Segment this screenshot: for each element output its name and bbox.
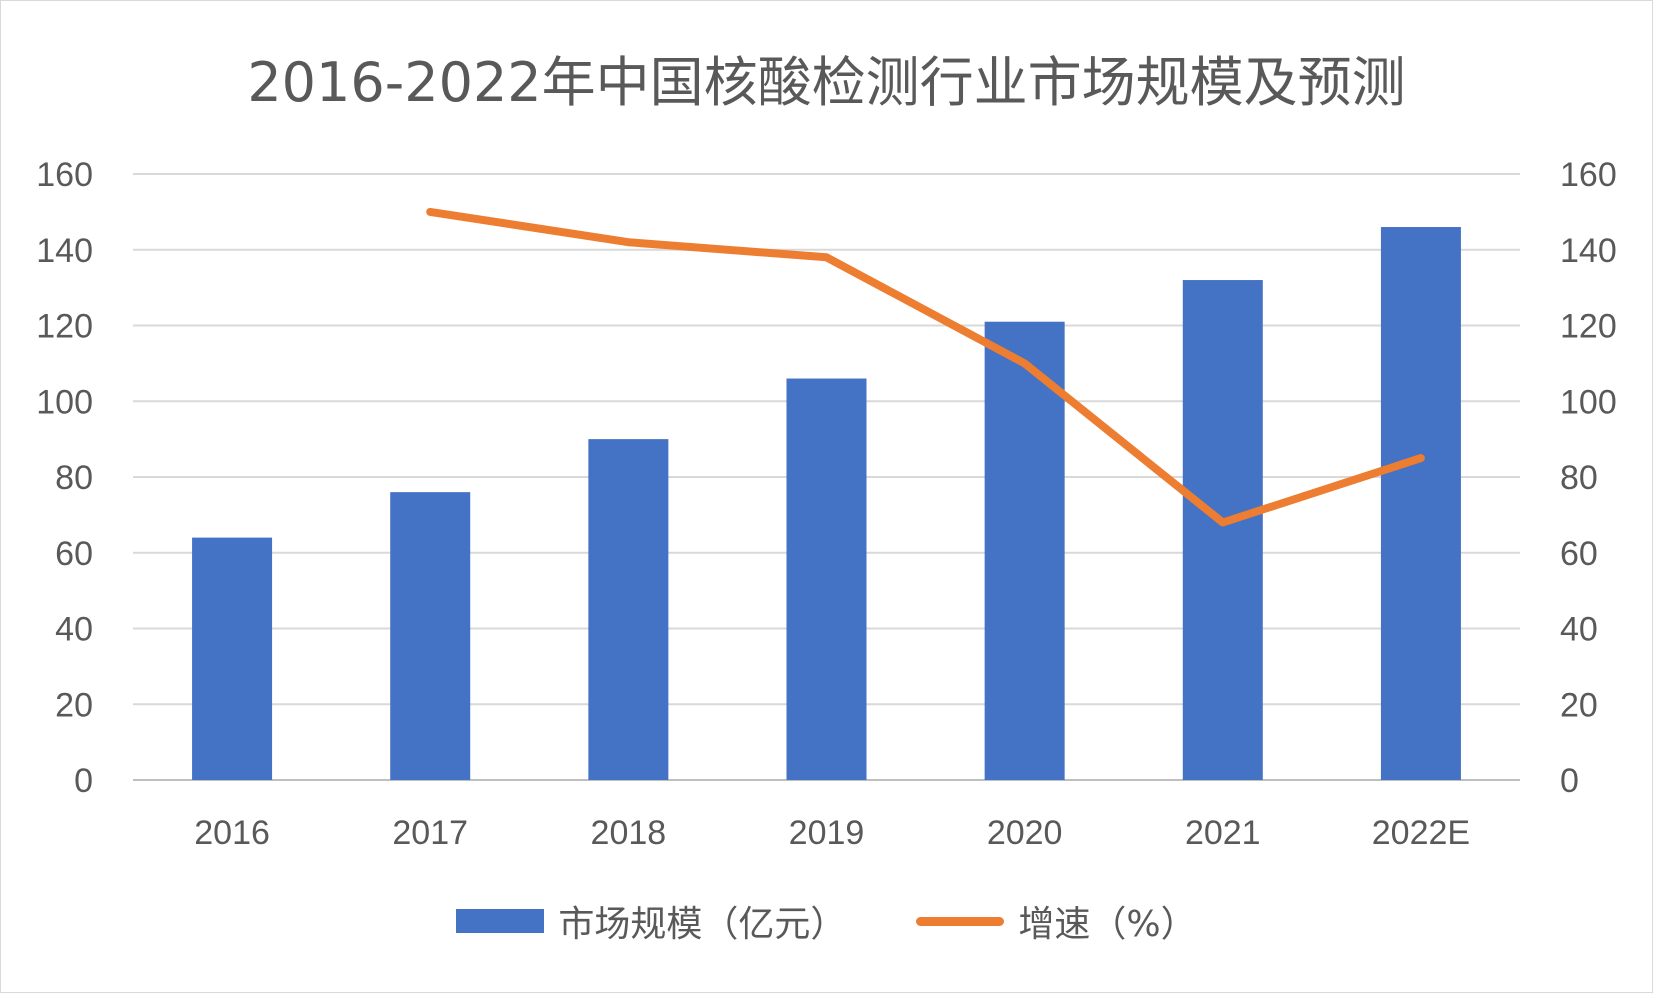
bar-market-size	[1182, 280, 1263, 780]
left-axis-tick-label: 20	[55, 686, 93, 724]
right-axis-tick-label: 0	[1560, 762, 1579, 800]
line-growth-rate	[426, 207, 1425, 527]
line-series	[426, 207, 1425, 527]
right-axis-tick-label: 100	[1560, 383, 1617, 421]
right-axis-tick-label: 40	[1560, 611, 1598, 649]
left-axis-tick-label: 60	[55, 535, 93, 573]
x-axis-tick-label: 2017	[392, 814, 468, 852]
bar-market-size	[984, 321, 1065, 780]
bar-market-size	[1380, 227, 1461, 780]
left-axis-tick-label: 120	[36, 308, 93, 346]
bar-market-size	[390, 492, 471, 780]
right-axis-tick-label: 60	[1560, 535, 1598, 573]
right-axis-tick-label: 160	[1560, 156, 1617, 194]
x-axis-tick-label: 2019	[789, 814, 865, 852]
right-axis-tick-label: 140	[1560, 232, 1617, 270]
legend-item-growth-rate: 增速（%）	[916, 895, 1197, 947]
x-axis-tick-label: 2021	[1185, 814, 1261, 852]
right-axis-tick-label: 120	[1560, 308, 1617, 346]
right-axis-tick-label: 20	[1560, 686, 1598, 724]
x-axis-ticks: 2016 2017 2018 2019 2020 2021 2022E	[194, 814, 1470, 852]
right-axis-tick-label: 80	[1560, 459, 1598, 497]
legend-label-growth-rate: 增速（%）	[1018, 904, 1197, 945]
bar-market-size	[588, 439, 669, 780]
left-axis-tick-label: 100	[36, 383, 93, 421]
left-axis-tick-label: 140	[36, 232, 93, 270]
left-axis-tick-label: 80	[55, 459, 93, 497]
legend-swatch-bar	[456, 909, 545, 933]
legend-swatch-line	[916, 916, 1005, 926]
legend-item-market-size: 市场规模（亿元）	[456, 895, 846, 947]
x-axis-tick-label: 2016	[194, 814, 270, 852]
left-axis-tick-label: 160	[36, 156, 93, 194]
bar-market-size	[192, 537, 273, 780]
left-axis-ticks: 0 20 40 60 80 100 120 140 160	[36, 156, 93, 800]
right-axis-ticks: 0 20 40 60 80 100 120 140 160	[1560, 156, 1617, 800]
legend-label-market-size: 市场规模（亿元）	[558, 904, 847, 945]
bar-market-size	[786, 378, 867, 780]
chart-title: 2016-2022年中国核酸检测行业市场规模及预测	[247, 51, 1406, 114]
x-axis-tick-label: 2018	[591, 814, 667, 852]
legend: 市场规模（亿元） 增速（%）	[0, 895, 1653, 947]
left-axis-tick-label: 40	[55, 611, 93, 649]
x-axis-tick-label: 2020	[987, 814, 1063, 852]
left-axis-tick-label: 0	[74, 762, 93, 800]
bar-series	[192, 227, 1461, 780]
x-axis-tick-label: 2022E	[1372, 814, 1470, 852]
